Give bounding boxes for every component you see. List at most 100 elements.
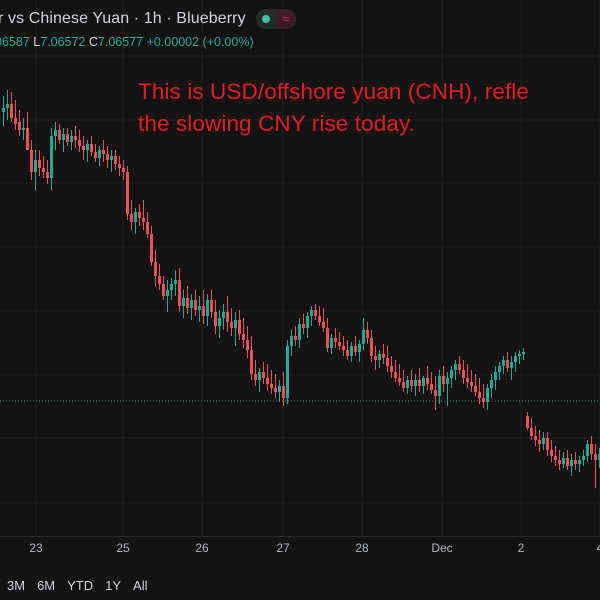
candle-down	[58, 124, 61, 144]
candle-down	[302, 314, 305, 334]
candle-down	[10, 92, 13, 122]
candle-down	[90, 136, 93, 156]
candle-up	[22, 118, 25, 140]
candle-down	[46, 160, 49, 184]
candle-up	[310, 306, 313, 326]
time-tick-label: Dec	[431, 541, 453, 555]
candlestick-chart[interactable]	[0, 0, 600, 536]
candle-up	[286, 340, 289, 404]
candle-down	[122, 160, 125, 180]
candle-down	[478, 378, 481, 404]
symbol-title[interactable]: r vs Chinese Yuan · 1h · Blueberry	[0, 10, 246, 27]
candle-down	[426, 366, 429, 390]
time-tick-label: 28	[355, 541, 369, 555]
candle-down	[14, 100, 17, 130]
candle-down	[354, 336, 357, 356]
candle-up	[110, 150, 113, 172]
candle-up	[218, 310, 221, 338]
range-button-all[interactable]: All	[133, 577, 148, 593]
candle-up	[586, 440, 589, 462]
annotation-text: This is USD/offshore yuan (CNH), refle t…	[138, 76, 529, 140]
candle-down	[114, 150, 117, 170]
candle-down	[382, 344, 385, 364]
candle-down	[82, 136, 85, 160]
candle-up	[494, 366, 497, 390]
candle-down	[314, 304, 317, 320]
candle-up	[414, 374, 417, 396]
candle-down	[126, 166, 129, 220]
candle-down	[266, 364, 269, 390]
candle-down	[326, 318, 329, 352]
candle-up	[306, 312, 309, 338]
candle-up	[2, 96, 5, 126]
candle-down	[322, 308, 325, 332]
candle-down	[386, 346, 389, 372]
candle-down	[186, 286, 189, 314]
ohlc-values: 06587 L7.06572 C7.06577 +0.00002 (+0.00%…	[0, 35, 254, 49]
candle-up	[350, 342, 353, 362]
candle-down	[394, 360, 397, 382]
candle-down	[462, 360, 465, 384]
candle-up	[134, 208, 137, 234]
candle-down	[474, 374, 477, 396]
title-row: r vs Chinese Yuan · 1h · Blueberry ≈	[0, 9, 296, 29]
candle-down	[590, 436, 593, 460]
range-button-1y[interactable]: 1Y	[105, 577, 122, 593]
candle-down	[94, 144, 97, 162]
candle-up	[206, 294, 209, 326]
candle-down	[178, 268, 181, 312]
candle-up	[570, 454, 573, 476]
range-button-3m[interactable]: 3M	[7, 577, 26, 593]
candle-up	[258, 368, 261, 392]
chart-area[interactable]	[0, 0, 600, 536]
candle-down	[74, 126, 77, 148]
range-button-6m[interactable]: 6M	[37, 577, 56, 593]
candle-down	[338, 332, 341, 350]
candle-down	[374, 346, 377, 370]
candle-down	[546, 432, 549, 456]
candle-down	[78, 130, 81, 152]
range-button-ytd[interactable]: YTD	[67, 577, 94, 593]
candle-up	[34, 150, 37, 190]
candle-down	[566, 450, 569, 470]
candle-down	[146, 212, 149, 238]
time-axis[interactable]: 23 25 26 27 28 Dec 2 4	[0, 536, 600, 563]
candle-up	[502, 356, 505, 374]
candle-down	[594, 444, 597, 488]
candle-up	[174, 270, 177, 296]
change-value: +0.00002 (+0.00%)	[146, 35, 254, 49]
candle-up	[362, 318, 365, 350]
market-status-pill[interactable]: ≈	[255, 9, 296, 29]
candle-up	[190, 294, 193, 320]
candle-up	[378, 350, 381, 368]
candle-down	[274, 374, 277, 398]
candle-up	[514, 352, 517, 372]
candle-up	[278, 380, 281, 402]
date-range-bar: 3M 6M YTD 1Y All	[0, 570, 147, 600]
candle-down	[458, 356, 461, 374]
low-label: L	[33, 35, 41, 49]
candle-down	[390, 356, 393, 378]
candle-up	[170, 278, 173, 300]
candle-down	[530, 418, 533, 440]
chart-header: r vs Chinese Yuan · 1h · Blueberry ≈ 065…	[0, 4, 600, 49]
candle-down	[574, 452, 577, 470]
candle-down	[242, 318, 245, 348]
candle-down	[230, 308, 233, 336]
candle-down	[482, 384, 485, 408]
time-tick-label: 26	[195, 541, 209, 555]
candle-up	[86, 140, 89, 162]
candle-down	[250, 336, 253, 380]
candle-up	[510, 356, 513, 380]
candle-down	[342, 336, 345, 356]
candle-down	[130, 200, 133, 230]
candle-up	[222, 304, 225, 330]
candle-down	[558, 450, 561, 470]
candle-down	[226, 296, 229, 332]
candle-down	[538, 430, 541, 452]
candle-up	[522, 348, 525, 360]
candle-down	[410, 370, 413, 392]
candle-up	[518, 350, 521, 364]
low-value: 7.06572	[40, 35, 86, 49]
market-open-dot-icon	[256, 9, 276, 29]
